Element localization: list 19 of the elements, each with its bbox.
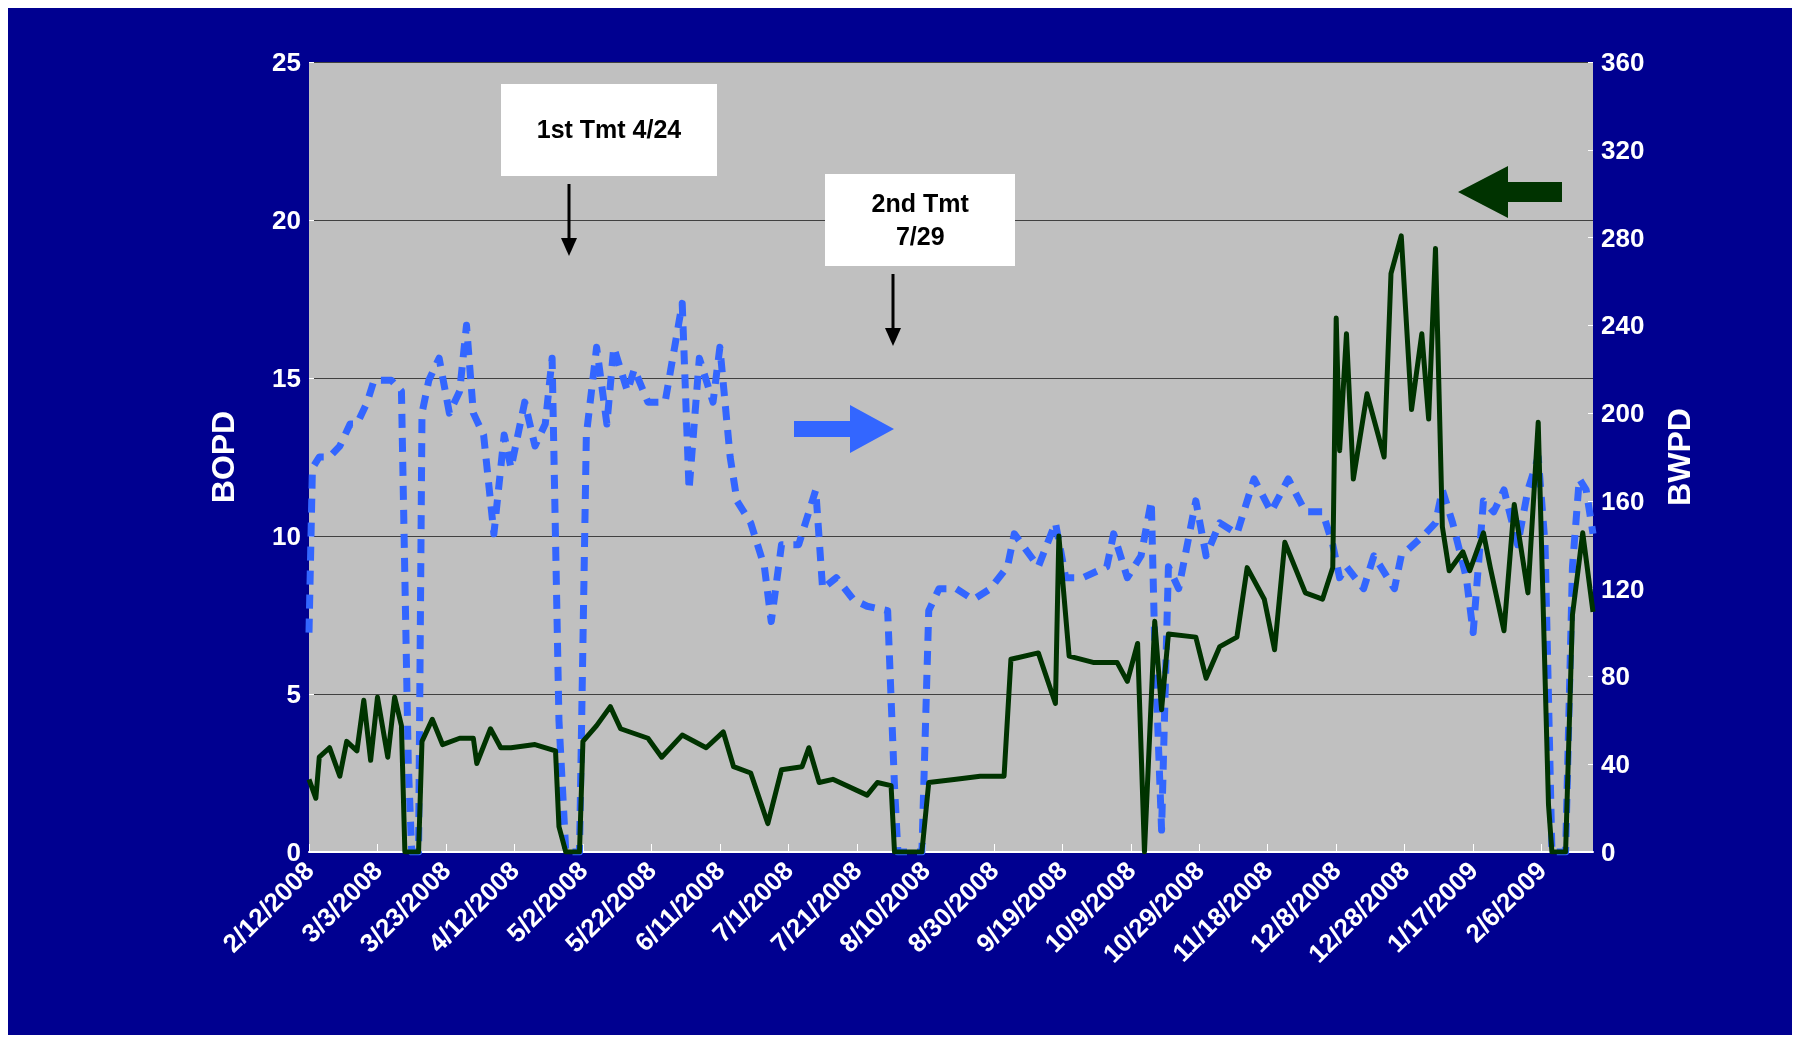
y2-tick-label: 360 — [1601, 47, 1645, 77]
y2-tick-label: 200 — [1601, 398, 1645, 429]
y-tick-label: 5 — [286, 679, 301, 709]
y-tick-label: 20 — [272, 205, 301, 235]
y2-tick-label: 120 — [1601, 573, 1645, 604]
y-axis-title: BOPD — [205, 410, 241, 504]
y2-tick-label: 0 — [1601, 837, 1616, 867]
y2-tick-label: 320 — [1601, 134, 1645, 165]
y2-axis-title: BWPD — [1661, 408, 1697, 506]
y2-tick-label: 240 — [1601, 310, 1645, 341]
y-tick-label: 15 — [272, 363, 301, 393]
y-tick-label: 25 — [272, 47, 301, 77]
callout-box: 2nd Tmt 7/29 — [825, 174, 1016, 267]
callout-box: 1st Tmt 4/24 — [501, 84, 717, 177]
y-tick-label: 10 — [272, 521, 301, 551]
y2-tick-label: 280 — [1601, 222, 1645, 253]
y2-tick-label: 40 — [1601, 749, 1630, 780]
y2-tick-label: 160 — [1601, 485, 1645, 516]
y2-tick-label: 80 — [1601, 661, 1630, 692]
